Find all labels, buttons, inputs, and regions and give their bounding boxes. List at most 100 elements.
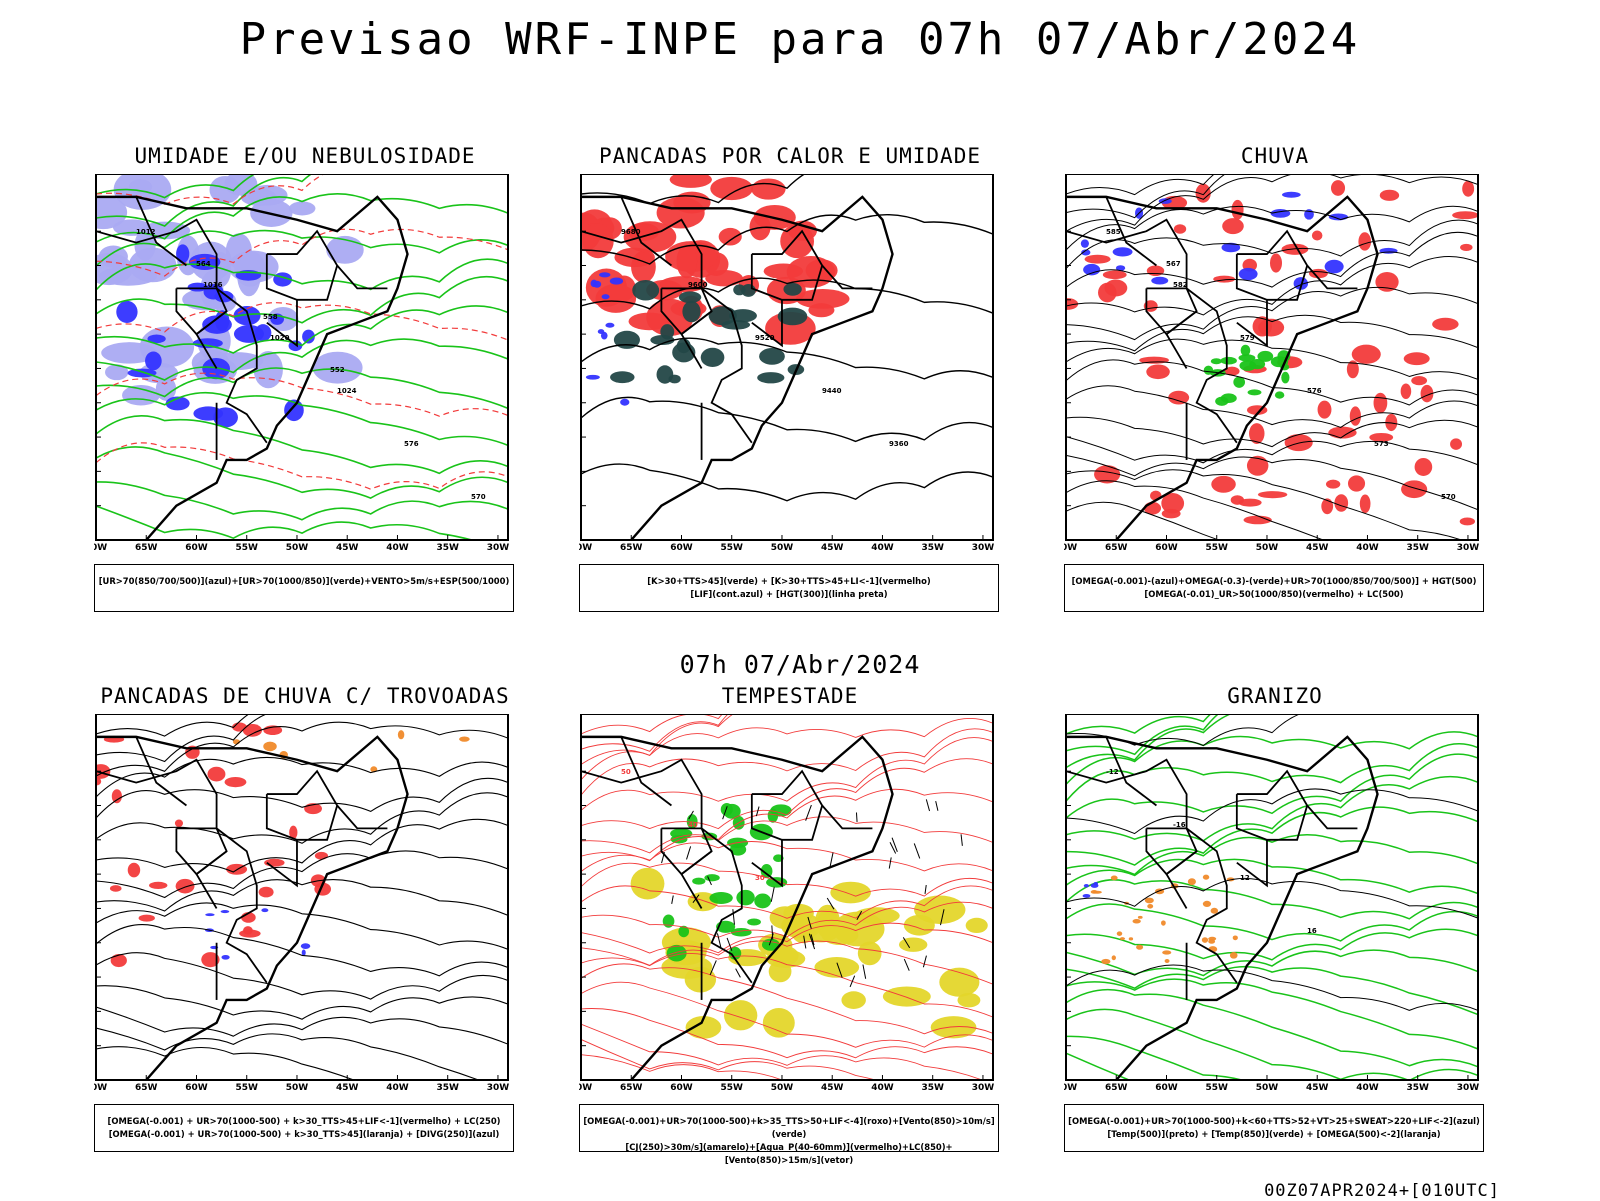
lon-label: 65W <box>620 1083 643 1093</box>
jet-yellow <box>857 941 882 966</box>
divg-blue <box>261 908 269 913</box>
hgt500-contour <box>1066 469 1464 540</box>
hgt500-contour <box>1066 416 1478 448</box>
contour-label: 570 <box>1441 493 1456 501</box>
lif-blue <box>597 329 605 335</box>
wind-vector <box>688 810 694 820</box>
humidity-high <box>326 235 364 264</box>
omega-orange <box>1161 920 1166 926</box>
country-border <box>581 758 753 984</box>
lon-label: 65W <box>1105 1083 1128 1093</box>
lon-label: 40W <box>386 543 409 553</box>
country-border <box>751 299 783 348</box>
coastline <box>581 195 894 540</box>
humidity-low-contour <box>96 338 508 381</box>
rain-red <box>1246 455 1269 476</box>
rain-red <box>1375 271 1399 292</box>
omega-orange <box>1101 958 1111 965</box>
humidity-blue <box>288 340 303 352</box>
wind-vector <box>735 968 741 978</box>
contour-label: 582 <box>1173 281 1188 289</box>
storm-orange <box>397 730 405 740</box>
omega-orange <box>1132 919 1141 924</box>
storm-red <box>149 881 168 890</box>
instability-green <box>777 307 808 326</box>
rain-red <box>1459 517 1475 526</box>
lon-label: 70W <box>579 543 592 553</box>
country-border <box>195 310 228 369</box>
rain-blue <box>1328 213 1349 221</box>
humidity-low-contour <box>96 415 508 475</box>
coast-group <box>1066 735 1379 1080</box>
lif-blue <box>609 277 624 285</box>
rain-red <box>1385 413 1398 432</box>
omega-orange <box>1210 907 1219 914</box>
legend-line: [OMEGA(-0.001)+UR>70(1000-500)+k<60+TTS>… <box>1068 1116 1480 1126</box>
rain-blue <box>1083 263 1101 276</box>
lc850-streamline-group <box>581 714 993 1080</box>
hgt500-contour <box>1066 205 1478 251</box>
map-content: 585 582 579 576 573 570 567 <box>1066 174 1478 540</box>
instability-green <box>759 348 785 365</box>
humidity-low-contour <box>96 229 508 267</box>
lon-label: 35W <box>921 543 944 553</box>
lon-label: 55W <box>721 1083 744 1093</box>
wind-vector <box>803 935 807 949</box>
streamline <box>96 714 303 763</box>
frame-group: 12S15S18S21S24S27S30S33S36S39S42S70W65W6… <box>1064 714 1479 1093</box>
legend-line: [Temp(500)](preto) + [Temp(850)](verde) … <box>1107 1129 1441 1139</box>
instability-green <box>708 306 737 326</box>
legend-line: [OMEGA(-0.001) + UR>70(1000-500) + k>30_… <box>107 1116 501 1126</box>
wind-vector <box>925 799 931 812</box>
contour-label: 564 <box>196 260 211 268</box>
instability-red <box>669 174 712 188</box>
wind850-green <box>666 944 687 962</box>
hgt300-contour <box>581 277 993 314</box>
lon-label: 30W <box>1457 1083 1480 1093</box>
humidity-low-contour <box>96 391 508 447</box>
lc850-streamline <box>581 963 993 1035</box>
temp500-contour <box>1066 714 1342 747</box>
wind-vector <box>755 806 760 817</box>
contour-label: 573 <box>1374 440 1389 448</box>
panel-title: GRANIZO <box>1227 684 1323 708</box>
lon-label: 65W <box>620 543 643 553</box>
hgt300-contour <box>581 337 993 380</box>
rain-red <box>1432 317 1459 331</box>
rain-red <box>1094 465 1121 484</box>
humidity-blue <box>127 368 157 378</box>
country-border <box>1165 850 1198 909</box>
humidity-high <box>209 175 241 204</box>
wind850-green <box>736 889 755 906</box>
rain-red <box>1325 479 1341 489</box>
lon-label: 50W <box>1256 1083 1279 1093</box>
humidity-blue <box>233 305 261 326</box>
rain-green <box>1215 396 1229 406</box>
wind850-green <box>773 854 784 862</box>
humidity-blue <box>116 300 138 323</box>
wind-vector <box>805 804 812 821</box>
wind-vector <box>829 852 834 869</box>
humidity-low-contour <box>96 367 508 410</box>
instability-green <box>610 371 635 384</box>
wind-vector <box>903 958 910 971</box>
instability-red <box>676 244 698 279</box>
lon-label: 50W <box>286 1083 309 1093</box>
instability-red <box>628 312 670 331</box>
plot-frame <box>580 174 994 541</box>
contour-label: -12 <box>1106 768 1119 776</box>
contour-label: 1024 <box>337 387 357 395</box>
rain-green <box>1240 344 1251 357</box>
hgt500-contour <box>1066 174 1216 196</box>
contour-label: 576 <box>1307 387 1322 395</box>
storm-red <box>314 851 329 860</box>
map-tempestade: 50403012S15S18S21S24S27S30S33S36S39S42S7… <box>579 714 994 1093</box>
rain-red <box>1161 508 1181 519</box>
rain-green <box>1238 354 1256 362</box>
instability-green <box>678 291 702 304</box>
wind-vector <box>888 857 892 869</box>
temp850-contour <box>1066 903 1478 942</box>
temp850-contour <box>1066 775 1478 842</box>
wind850-green <box>761 938 780 951</box>
lon-label: 70W <box>94 543 107 553</box>
